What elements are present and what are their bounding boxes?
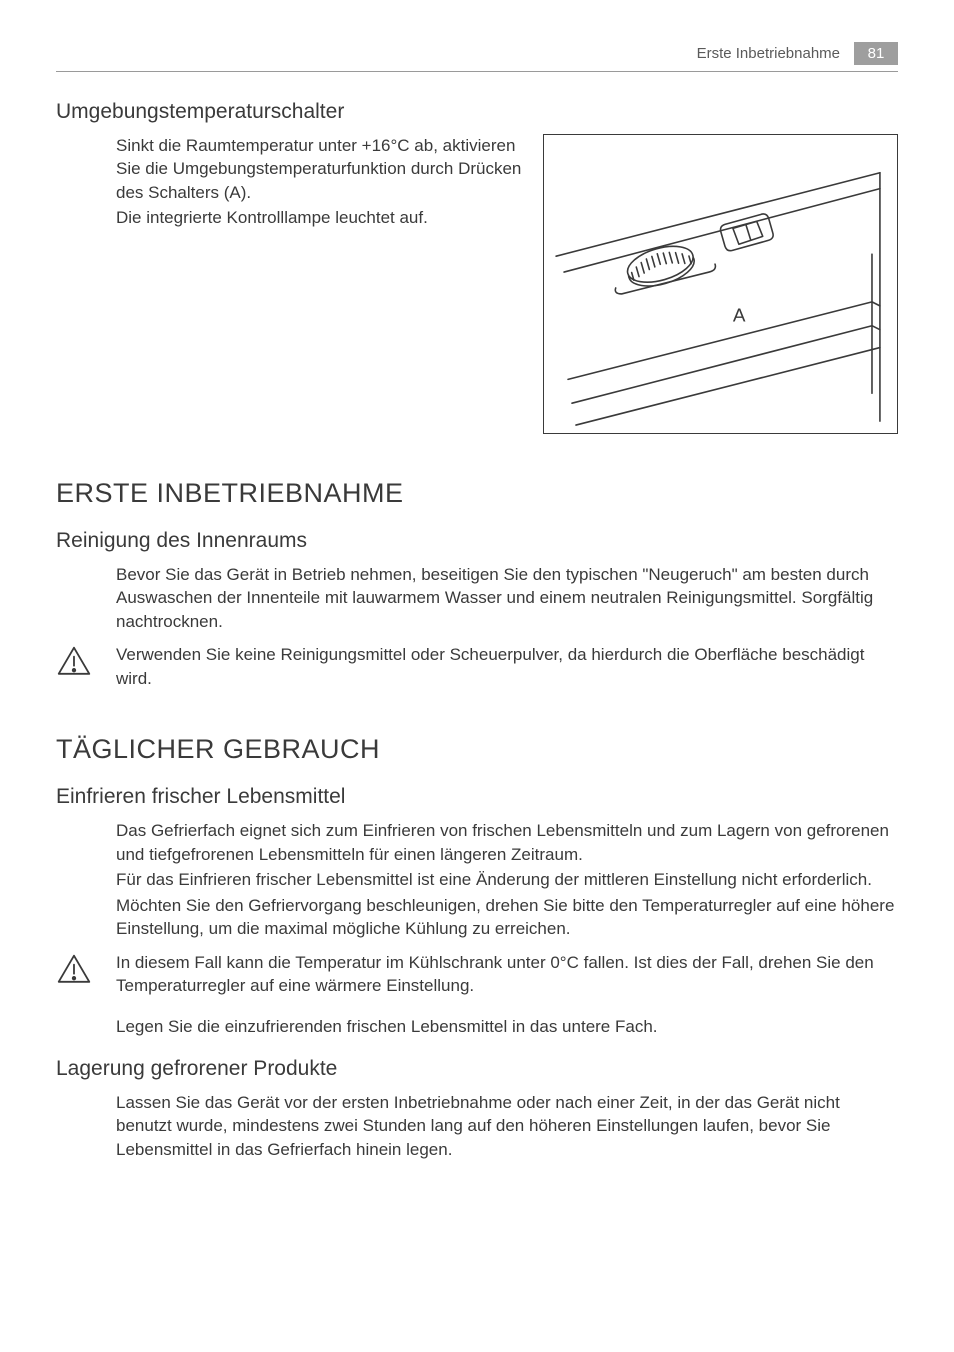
body-text: Legen Sie die einzufrierenden frischen L… <box>116 1015 898 1038</box>
warning-icon <box>56 645 92 682</box>
diagram-label-a: A <box>733 305 746 326</box>
heading-first-use: ERSTE INBETRIEBNAHME <box>56 478 898 509</box>
heading-ambient-switch: Umgebungstemperaturschalter <box>56 100 898 124</box>
header-section-name: Erste Inbetriebnahme <box>697 45 840 62</box>
heading-freezing-fresh: Einfrieren frischer Lebensmittel <box>56 785 898 809</box>
warning-text: In diesem Fall kann die Temperatur im Kü… <box>116 951 898 998</box>
switch-diagram-svg: A <box>544 135 897 433</box>
page-header: Erste Inbetriebnahme 81 <box>56 42 898 72</box>
switch-diagram: A <box>543 134 898 434</box>
warning-text: Verwenden Sie keine Reinigungsmittel ode… <box>116 643 898 690</box>
warning-block: In diesem Fall kann die Temperatur im Kü… <box>56 951 898 998</box>
page: Erste Inbetriebnahme 81 Umgebungstempera… <box>0 0 954 1219</box>
body-text: Bevor Sie das Gerät in Betrieb nehmen, b… <box>116 563 898 633</box>
ambient-switch-text: Sinkt die Raumtemperatur unter +16°C ab,… <box>56 134 525 434</box>
body-text: Für das Einfrieren frischer Lebensmittel… <box>116 868 898 891</box>
heading-cleaning-interior: Reinigung des Innenraums <box>56 529 898 553</box>
body-text: Möchten Sie den Gefriervorgang beschleun… <box>116 894 898 941</box>
heading-storing-frozen: Lagerung gefrorener Produkte <box>56 1057 898 1081</box>
warning-block: Verwenden Sie keine Reinigungsmittel ode… <box>56 643 898 690</box>
body-text: Die integrierte Kontrolllampe leuchtet a… <box>116 206 525 229</box>
body-text: Sinkt die Raumtemperatur unter +16°C ab,… <box>116 134 525 204</box>
heading-daily-use: TÄGLICHER GEBRAUCH <box>56 734 898 765</box>
body-text: Das Gefrierfach eignet sich zum Einfrier… <box>116 819 898 866</box>
body-text: Lassen Sie das Gerät vor der ersten Inbe… <box>116 1091 898 1161</box>
ambient-switch-row: Sinkt die Raumtemperatur unter +16°C ab,… <box>56 134 898 434</box>
page-number: 81 <box>854 42 898 65</box>
warning-icon <box>56 953 92 990</box>
